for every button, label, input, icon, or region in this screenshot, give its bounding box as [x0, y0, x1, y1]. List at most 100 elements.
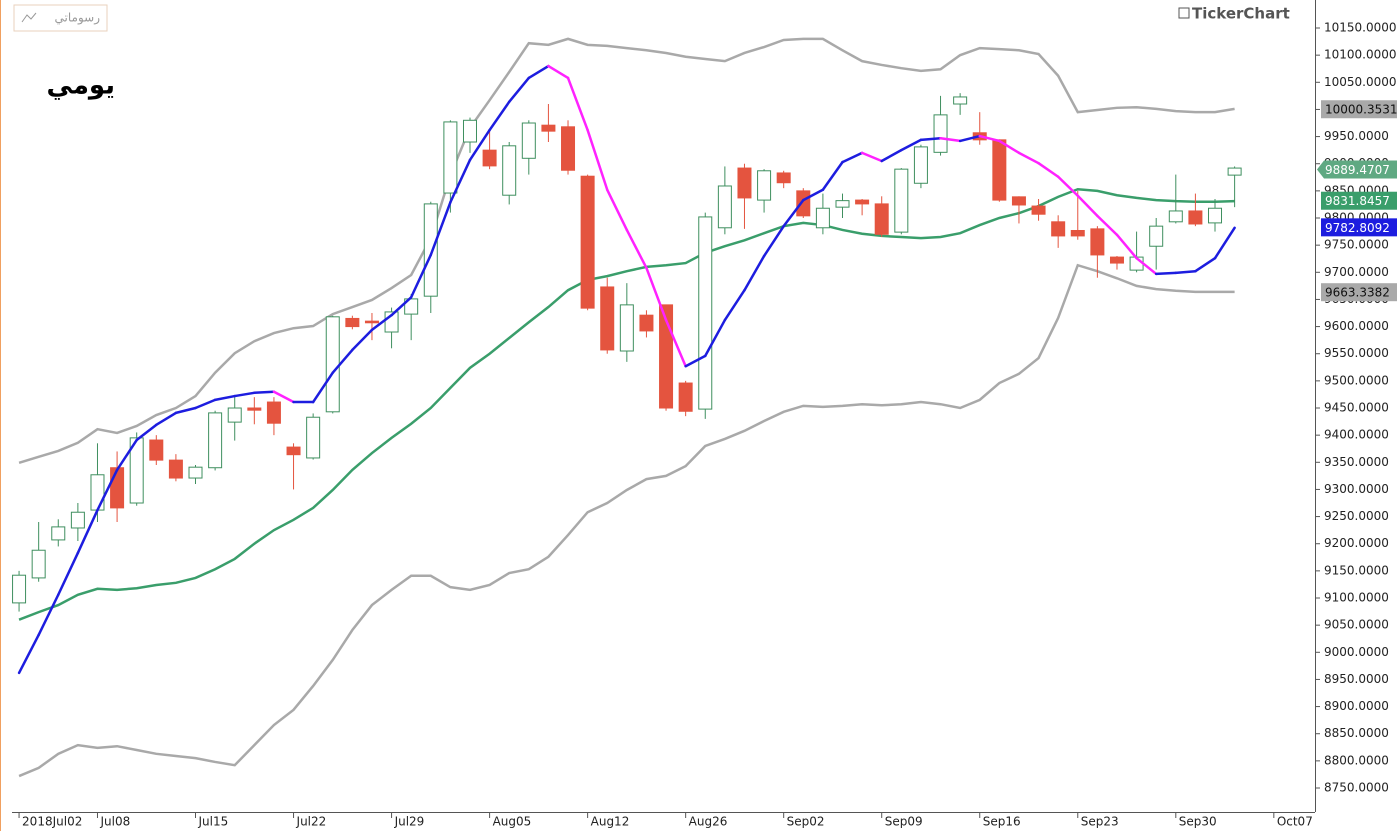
candle-body: [1109, 256, 1124, 264]
trend-segment: [586, 128, 609, 192]
candle-body: [443, 121, 458, 194]
candle-body: [678, 382, 693, 412]
candle-body: [835, 200, 850, 208]
trend-segment: [1056, 175, 1080, 198]
candle-body: [208, 412, 223, 469]
candle-body: [364, 320, 379, 324]
candle-body: [90, 474, 105, 511]
overlay-line: [18, 263, 1235, 778]
trend-segment: [311, 371, 335, 404]
candle-body: [51, 526, 66, 541]
trend-segment: [370, 313, 393, 332]
drawings-label[interactable]: رسوماتي: [55, 11, 101, 26]
trend-segment: [762, 224, 785, 258]
y-tick-label: 9750.0000: [1324, 238, 1389, 252]
candle-body: [953, 96, 968, 105]
candle-body: [541, 124, 556, 132]
trend-segment: [194, 398, 217, 410]
candle-body: [266, 401, 281, 424]
y-tick-label: 9100.0000: [1324, 591, 1389, 605]
trend-segment: [743, 254, 766, 292]
x-tick-label: Jul08: [99, 815, 130, 829]
trend-segment: [1096, 214, 1119, 237]
price-badge-label: 10000.3531: [1325, 103, 1397, 117]
candle-body: [1070, 229, 1085, 237]
candle-body: [502, 145, 517, 196]
candle-body: [149, 439, 164, 461]
trend-segment: [605, 188, 629, 232]
candle-body: [757, 170, 772, 201]
period-label: يومي: [47, 71, 115, 101]
trend-segment: [625, 228, 648, 270]
candle-body: [31, 549, 46, 579]
y-tick-label: 9450.0000: [1324, 401, 1389, 415]
x-tick-label: Sep02: [787, 815, 825, 829]
y-tick-label: 9050.0000: [1324, 618, 1389, 632]
candle-body: [913, 146, 928, 184]
trend-segment: [507, 76, 531, 104]
candle-body: [639, 314, 654, 332]
trend-segment: [76, 508, 99, 555]
candle-body: [482, 149, 497, 167]
price-badge: [1321, 191, 1397, 210]
candle-body: [855, 199, 870, 205]
trend-segment: [1017, 151, 1040, 165]
trend-segment: [1213, 226, 1236, 260]
trend-segment: [449, 158, 472, 204]
drawings-icon: [21, 12, 37, 23]
candle-body: [188, 466, 203, 479]
candle-body: [1051, 221, 1066, 237]
y-tick-label: 8900.0000: [1324, 699, 1389, 713]
candle-body: [462, 119, 477, 143]
trend-segment: [939, 136, 962, 143]
trend-segment: [351, 328, 374, 352]
candle-body: [306, 416, 321, 459]
trend-segment: [978, 134, 1001, 143]
x-tick-label: Oct07: [1277, 815, 1313, 829]
price-badge: [1321, 218, 1397, 237]
candle-body: [129, 437, 144, 504]
price-badge-label: 9889.4707: [1325, 163, 1390, 177]
y-tick-label: 9000.0000: [1324, 645, 1389, 659]
candle-body: [776, 172, 791, 184]
trend-segment: [57, 551, 80, 597]
candle-body: [1168, 210, 1183, 223]
plot-area: [12, 37, 1242, 778]
trend-segment: [664, 318, 687, 368]
trend-segment: [331, 348, 354, 374]
candle-body: [168, 459, 183, 479]
y-tick-label: 8800.0000: [1324, 753, 1389, 767]
candle-body: [70, 511, 85, 529]
trend-segment: [253, 390, 276, 395]
x-tick-label: 2018Jul02: [22, 815, 82, 829]
x-tick-label: Aug05: [493, 815, 532, 829]
overlay-line: [18, 37, 1235, 465]
y-tick-label: 9700.0000: [1324, 265, 1389, 279]
candle-body: [1090, 228, 1105, 256]
trend-segment: [821, 160, 844, 192]
candle-body: [1149, 225, 1164, 247]
candle-body: [737, 167, 752, 199]
candle-body: [227, 407, 242, 423]
trend-segment: [1194, 256, 1217, 273]
trend-segment: [174, 406, 197, 415]
trend-segment: [1135, 256, 1158, 276]
trend-segment: [135, 423, 158, 442]
trend-segment: [488, 100, 511, 132]
trend-segment: [1076, 194, 1099, 218]
candle-body: [894, 168, 909, 233]
candle-body: [1227, 167, 1242, 176]
trend-segment: [919, 136, 942, 142]
candle-body: [796, 190, 811, 217]
y-tick-label: 10100.0000: [1324, 48, 1397, 62]
trend-segment: [96, 468, 119, 512]
y-tick-label: 8850.0000: [1324, 726, 1389, 740]
candle-body: [345, 317, 360, 328]
candle-body: [933, 114, 948, 153]
x-tick-label: Jul15: [198, 815, 229, 829]
x-tick-label: Jul22: [296, 815, 327, 829]
trend-segment: [409, 253, 433, 299]
y-tick-label: 9550.0000: [1324, 346, 1389, 360]
trend-segment: [880, 148, 903, 163]
